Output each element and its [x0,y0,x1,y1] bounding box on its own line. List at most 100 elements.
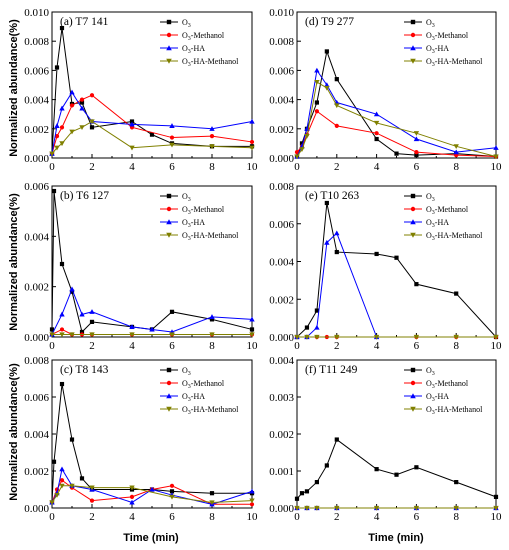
data-point [89,309,95,314]
legend-marker [410,19,416,25]
x-tick-label: 0 [294,511,300,523]
data-point [129,121,135,127]
data-point [249,316,255,322]
y-tick-label: 0.002 [269,294,294,306]
x-tick-label: 4 [374,161,380,173]
data-point [59,466,65,472]
data-point [59,125,65,130]
x-tick-label: 2 [334,161,340,173]
x-tick-label: 6 [414,340,420,352]
data-point [414,465,419,470]
data-point [89,332,95,338]
data-point [129,324,135,330]
legend-label: O3-HA [182,44,205,55]
x-tick-label: 8 [209,340,215,352]
data-point [249,488,255,494]
y-tick-label: 0.002 [269,429,294,441]
x-tick-label: 6 [169,161,175,173]
x-tick-label: 6 [414,511,420,523]
x-tick-label: 10 [247,161,259,173]
legend-marker [166,19,172,25]
data-point [89,319,95,324]
legend-label: O3-HA-Methanol [182,57,239,68]
data-point [169,123,175,128]
data-point [89,125,95,130]
data-point [304,505,310,511]
data-point [49,332,55,338]
data-point [149,326,155,332]
legend-marker [410,232,416,238]
y-axis-label-top: Normalized abundance(%) [8,19,20,157]
panel-title: (e) T10 263 [305,190,359,202]
data-point [59,261,65,267]
series-line [296,110,497,158]
data-point [69,483,75,489]
x-tick-label: 4 [374,511,380,523]
data-point [69,286,75,292]
y-tick-label: 0.004 [269,95,294,107]
data-point [493,494,499,499]
data-point [334,437,339,442]
data-point [249,139,255,145]
data-point [314,480,319,485]
data-point [129,485,135,491]
legend-marker [410,32,416,38]
data-point [54,123,60,128]
data-point [334,77,339,82]
y-tick-label: 0.006 [269,219,294,231]
legend-marker [410,219,416,225]
data-point [129,499,135,505]
data-point [373,505,380,511]
x-tick-label: 8 [453,511,459,523]
data-point [49,500,55,506]
data-point [334,123,339,128]
chart-panel-5: 0 2 4 6 8 10 0.000 0.001 0.002 0.003 0.004 (f) T11 … [269,355,502,523]
data-point [54,134,60,139]
x-tick-label: 0 [49,511,55,523]
legend-label: O3-HA [182,392,205,403]
y-tick-label: 0.004 [269,355,294,367]
y-tick-label: 0.002 [269,124,294,136]
data-point [334,249,339,255]
data-point [209,332,215,338]
panel-title: (d) T9 277 [305,16,354,28]
panel-title: (f) T11 249 [305,364,358,376]
series-line [296,202,497,338]
x-tick-label: 4 [129,511,135,523]
data-point [394,472,399,477]
legend-label: O3-HA-Methanol [426,405,483,416]
series-line [296,49,497,158]
data-point [304,134,310,139]
legend-marker [410,406,416,412]
data-point [129,119,135,124]
data-point [314,334,320,340]
data-point [54,65,60,70]
legend-marker [166,32,172,38]
data-point [59,141,65,147]
data-point [169,489,175,494]
legend-label: O3-HA-Methanol [426,57,483,68]
data-point [294,496,300,501]
y-tick-label: 0.006 [24,65,49,77]
x-tick-label: 0 [294,340,300,352]
data-point [79,100,85,105]
data-point [69,89,75,95]
legend-label: O3-Methanol [182,31,225,42]
x-tick-label: 2 [334,340,340,352]
data-point [299,141,305,146]
legend-label: O3 [426,366,435,377]
data-point [89,485,95,491]
x-axis-label-right: Time (min) [368,532,424,544]
data-point [453,505,459,511]
legend-label: O3-HA [426,44,449,55]
legend-label: O3-HA [182,218,205,229]
x-tick-label: 6 [169,511,175,523]
legend-marker [166,406,172,412]
legend-marker [166,367,172,373]
data-point [314,67,320,73]
series-line [51,287,253,335]
data-point [59,478,65,483]
legend-label: O3-HA-Methanol [426,231,483,242]
y-tick-label: 0.008 [269,36,294,48]
